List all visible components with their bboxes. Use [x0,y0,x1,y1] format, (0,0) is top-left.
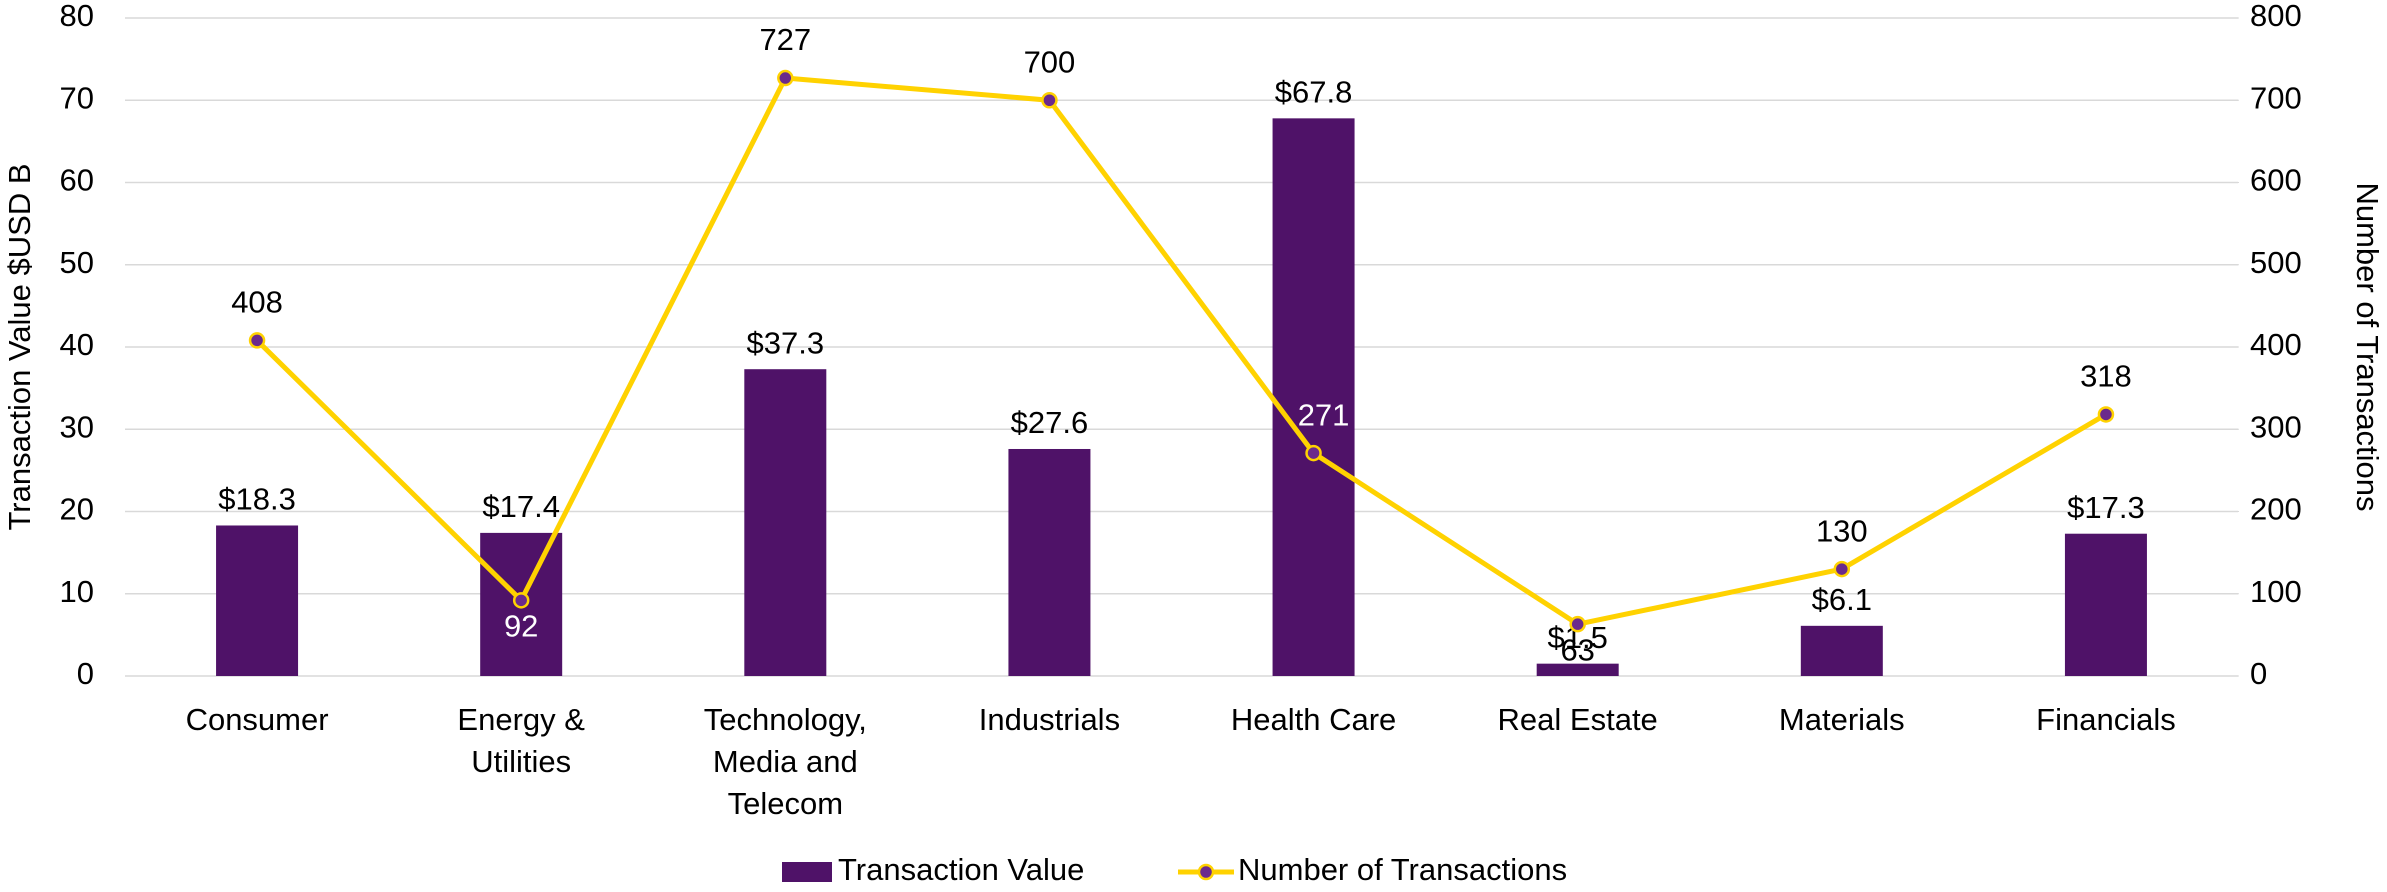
y-tick-label: 40 [60,327,94,362]
x-tick-label-line: Media and [713,744,858,779]
y-tick-label: 30 [60,409,94,444]
x-tick-label-line: Telecom [728,786,843,821]
line-value-label: 318 [2080,359,2132,394]
line-marker [512,592,530,609]
x-tick-label: Real Estate [1498,702,1658,737]
legend-label: Transaction Value [838,852,1084,887]
line-value-label: 130 [1816,513,1868,548]
y2-tick-label: 300 [2250,409,2302,444]
line-marker [1569,615,1586,633]
y-tick-label: 70 [60,80,94,115]
x-tick-label-line: Real Estate [1498,702,1658,737]
y-axis-title: Transaction Value $USD B [2,163,37,530]
y2-axis-title: Number of Transactions [2350,182,2385,511]
line-marker [2097,406,2115,423]
y2-tick-label: 100 [2250,574,2302,609]
x-tick-label: Technology, Media and Telecom [704,702,867,821]
y-tick-label: 20 [60,492,94,527]
line-marker [1833,560,1851,578]
legend-swatch [1197,863,1215,881]
x-tick-label: Materials [1779,702,1905,737]
x-tick-label-line: Consumer [186,702,329,737]
bar-value-label: $6.1 [1812,582,1872,617]
y-tick-label: 0 [77,656,94,691]
bar-value-label: $67.8 [1275,75,1353,110]
x-tick-label-line: Health Care [1231,702,1396,737]
x-tick-label-line: Technology, [704,702,867,737]
x-tick-label: Health Care [1231,702,1396,737]
legend-label: Number of Transactions [1238,852,1567,887]
x-tick-label-line: Utilities [471,744,571,779]
bar-value-label: $27.6 [1011,405,1089,440]
x-tick-label: Consumer [186,702,329,737]
line-marker [248,332,266,349]
x-tick-label-line: Industrials [979,702,1120,737]
bar [216,525,299,676]
x-tick-label: Energy & Utilities [457,702,585,779]
y2-tick-label: 800 [2250,0,2302,33]
y2-tick-label: 600 [2250,163,2302,198]
bar [1800,625,1883,676]
y-tick-label: 10 [60,574,94,609]
x-tick-label-line: Materials [1779,702,1905,737]
line-marker [777,69,794,87]
bar [1272,118,1355,677]
bar [1536,663,1619,676]
bar-value-label: $17.3 [2067,490,2145,525]
line-value-label: 92 [504,609,538,644]
y2-tick-label: 400 [2250,327,2302,362]
bar [2064,533,2147,676]
line-value-label: 727 [759,22,811,57]
line-marker [1041,92,1058,109]
y-tick-label: 50 [60,245,94,280]
bar-value-label: $37.3 [747,325,825,360]
line-marker [1305,444,1322,462]
y2-tick-label: 700 [2250,80,2302,115]
line-value-label: 271 [1298,397,1350,432]
line-value-label: 63 [1560,632,1594,667]
x-tick-label-line: Financials [2036,702,2176,737]
x-tick-label: Industrials [979,702,1120,737]
legend-swatch [782,862,832,882]
line-value-label: 408 [231,285,283,320]
y2-tick-label: 500 [2250,245,2302,280]
bar [744,369,827,676]
y-tick-label: 60 [60,163,94,198]
x-tick-label: Financials [2036,702,2176,737]
bar [1008,448,1091,676]
line-value-label: 700 [1024,44,1076,79]
bar-value-label: $17.4 [482,489,560,524]
y2-tick-label: 0 [2250,656,2267,691]
y2-tick-label: 200 [2250,492,2302,527]
y-tick-label: 80 [60,0,94,33]
x-tick-label-line: Energy & [457,702,585,737]
line [255,75,2108,627]
bar-value-label: $18.3 [218,482,296,517]
